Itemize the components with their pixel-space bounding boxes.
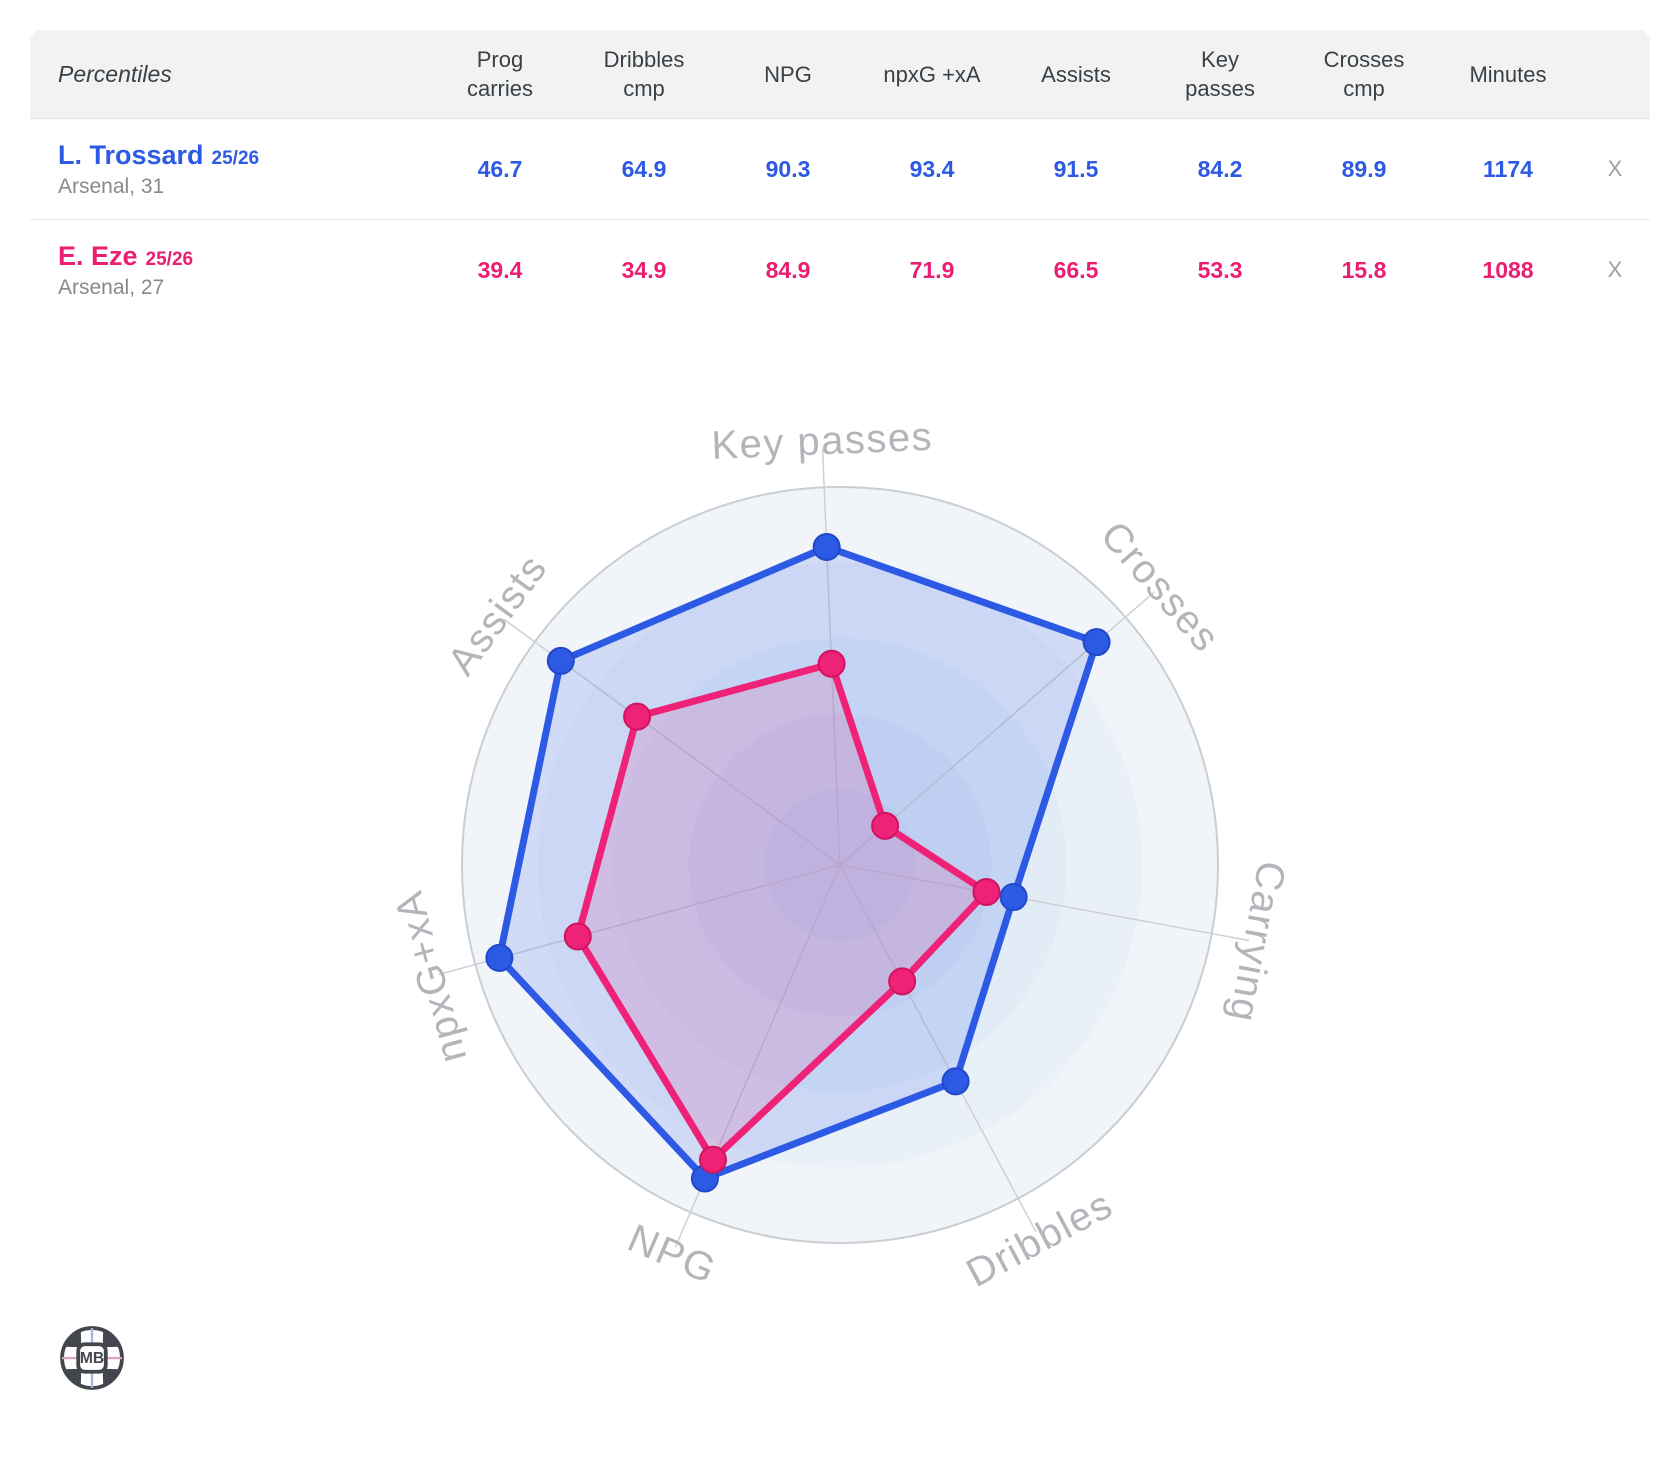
table-row: L. Trossard 25/26 Arsenal, 31 46.7 64.9 90.… xyxy=(30,119,1650,220)
radar-data-point xyxy=(563,922,592,951)
radar-series-trossard xyxy=(495,543,1101,1182)
radar-data-point xyxy=(1082,628,1111,657)
stat-value: 46.7 xyxy=(477,155,523,182)
radar-data-point xyxy=(698,1145,727,1174)
stat-value: 39.4 xyxy=(477,256,523,283)
stat-value: 53.3 xyxy=(1197,256,1243,283)
stat-value: 89.9 xyxy=(1341,155,1387,182)
stat-value: 1088 xyxy=(1482,256,1534,283)
column-header-assists: Assists xyxy=(1041,61,1111,87)
stat-value: 15.8 xyxy=(1341,256,1387,283)
stat-value: 84.9 xyxy=(765,256,811,283)
table-header-row: Percentiles Prog carries Dribbles cmp NP… xyxy=(30,30,1650,119)
radar-axis-label: npxG+xA xyxy=(386,886,475,1068)
stat-value: 93.4 xyxy=(909,155,955,182)
column-header-prog-carries: Prog carries xyxy=(466,47,533,101)
player-season-badge: 25/26 xyxy=(145,248,194,270)
radar-spoke xyxy=(839,864,1250,942)
column-header-key-passes: Key passes xyxy=(1185,47,1255,101)
stat-value: 71.9 xyxy=(909,256,955,283)
radar-axis-label: NPG xyxy=(622,1216,723,1292)
remove-cell: X xyxy=(1580,150,1650,188)
radar-axis-label: Key passes xyxy=(710,415,933,468)
player-name-link[interactable]: L. Trossard xyxy=(58,139,204,170)
radar-data-point xyxy=(888,967,917,996)
player-cell: E. Eze 25/26 Arsenal, 27 xyxy=(30,241,428,300)
remove-player-button[interactable]: X xyxy=(1598,150,1633,188)
column-header-minutes: Minutes xyxy=(1469,61,1547,87)
radar-outer-circle xyxy=(461,486,1219,1244)
radar-data-point xyxy=(812,533,841,562)
stat-value: 91.5 xyxy=(1053,155,1099,182)
radar-axis-label: Carrying xyxy=(1221,858,1294,1026)
site-logo: MB xyxy=(54,1320,130,1401)
radar-data-point xyxy=(546,646,575,675)
percentiles-table: Percentiles Prog carries Dribbles cmp NP… xyxy=(30,30,1650,320)
radar-series-eze xyxy=(574,660,990,1164)
table-body: L. Trossard 25/26 Arsenal, 31 46.7 64.9 90.… xyxy=(30,119,1650,320)
stat-value: 90.3 xyxy=(765,155,811,182)
radar-data-point xyxy=(871,811,900,840)
column-header-crosses-cmp: Crosses cmp xyxy=(1323,47,1405,101)
player-cell: L. Trossard 25/26 Arsenal, 31 xyxy=(30,140,428,199)
stat-value: 84.2 xyxy=(1197,155,1243,182)
player-team-age: Arsenal, 31 xyxy=(58,174,165,198)
stat-value: 66.5 xyxy=(1053,256,1099,283)
radar-data-point xyxy=(817,649,846,678)
stat-value: 34.9 xyxy=(621,256,667,283)
player-season-badge: 25/26 xyxy=(211,147,260,169)
radar-data-point xyxy=(623,702,652,731)
player-team-age: Arsenal, 27 xyxy=(58,275,165,299)
stat-value: 64.9 xyxy=(621,155,667,182)
radar-spoke xyxy=(839,864,1037,1233)
table-row: E. Eze 25/26 Arsenal, 27 39.4 34.9 84.9 71.9… xyxy=(30,220,1650,320)
logo-text: MB xyxy=(80,1350,104,1367)
column-header-npxg-xa: npxG +xA xyxy=(883,61,981,87)
radar-data-point xyxy=(941,1067,970,1096)
remove-player-button[interactable]: X xyxy=(1598,251,1633,289)
table-title: Percentiles xyxy=(58,60,172,87)
radar-data-point xyxy=(972,878,1001,907)
radar-data-point xyxy=(999,883,1028,912)
football-logo-icon: MB xyxy=(60,1326,124,1390)
player-name-link[interactable]: E. Eze xyxy=(58,240,138,271)
column-header-npg: NPG xyxy=(764,61,812,87)
radar-data-point xyxy=(485,943,514,972)
column-header-dribbles-cmp: Dribbles cmp xyxy=(603,47,685,101)
stat-value: 1174 xyxy=(1483,155,1533,182)
remove-cell: X xyxy=(1580,251,1650,289)
